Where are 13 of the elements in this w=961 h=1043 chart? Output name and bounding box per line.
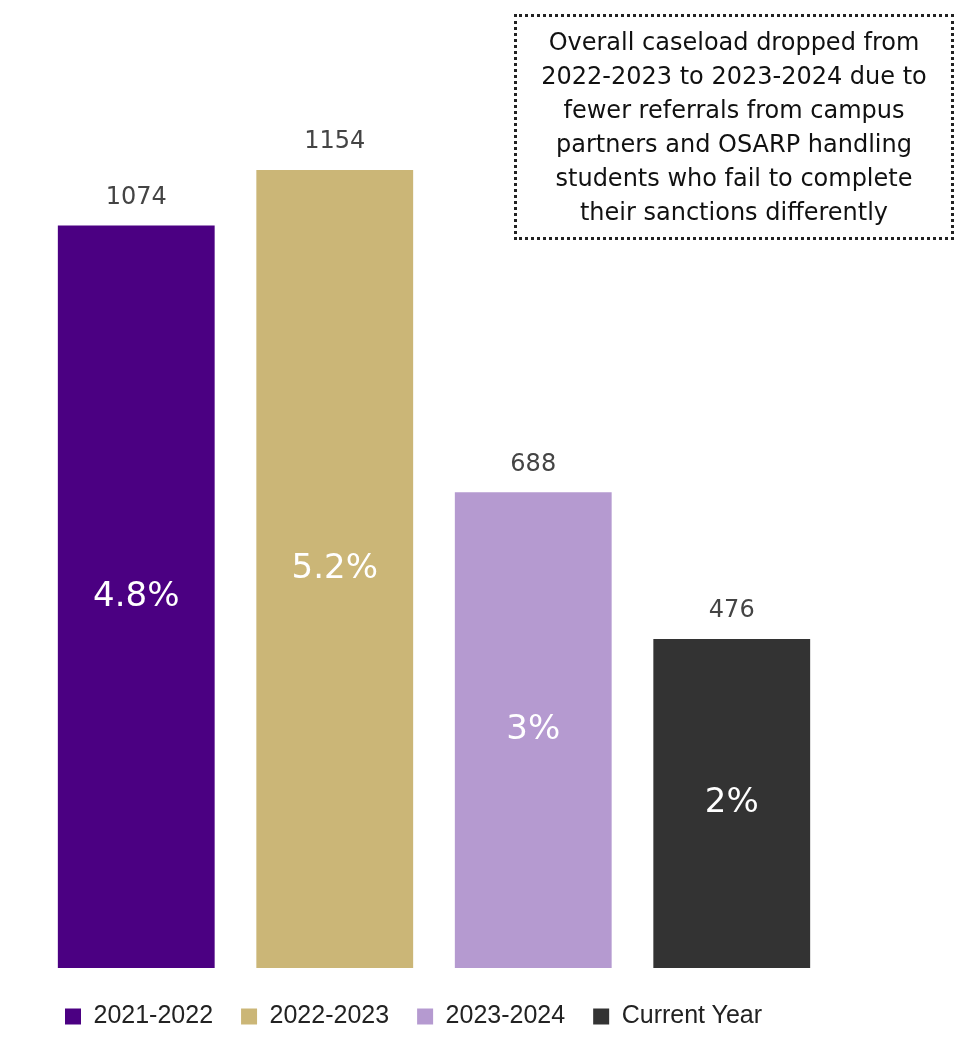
data-label: 688 — [510, 448, 557, 477]
legend-label: Current Year — [621, 1000, 763, 1029]
legend-label: 2023-2024 — [445, 1000, 566, 1029]
annotation: 3% — [506, 706, 561, 747]
legend-label: 2021-2022 — [93, 1000, 214, 1029]
data-label: 1074 — [105, 181, 167, 210]
data-label: 1154 — [304, 126, 366, 155]
annotation: 5.2% — [291, 545, 378, 586]
annotation: 2% — [704, 780, 759, 821]
annotation: Overall caseload dropped from 2022-2023 to 2023-2024 due to fewer referrals from campus partners and OSARP handling students who fail to complete their sanctions differently — [514, 14, 954, 240]
legend-label: 2022-2023 — [269, 1000, 390, 1029]
annotation: 4.8% — [93, 573, 180, 614]
data-label: 476 — [708, 595, 755, 624]
